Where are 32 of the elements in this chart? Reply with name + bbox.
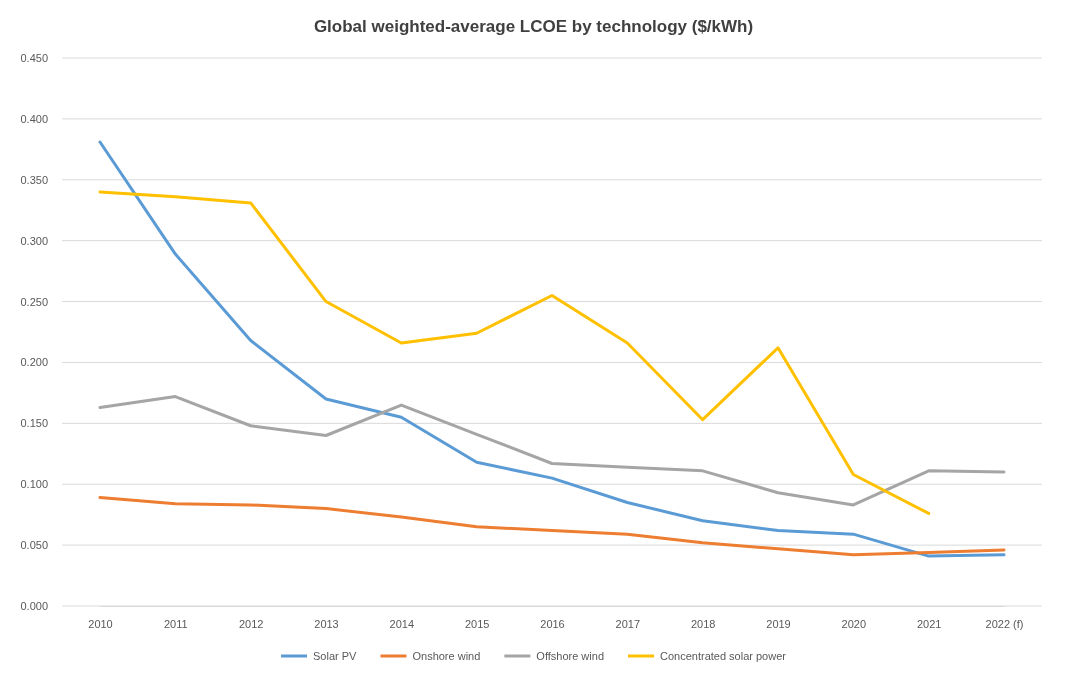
chart-title: Global weighted-average LCOE by technology ($/kWh) [313, 17, 754, 36]
y-tick-label: 0.050 [20, 539, 48, 552]
line-series [98, 395, 1006, 507]
line-series [98, 140, 1006, 558]
x-tick-label: 2020 [841, 617, 867, 630]
x-tick-label: 2022 (f) [985, 617, 1024, 630]
x-tick-label: 2019 [766, 617, 791, 630]
y-tick-label: 0.200 [20, 356, 48, 369]
y-tick-label: 0.450 [20, 52, 48, 65]
x-tick-label: 2017 [615, 617, 641, 630]
x-tick-label: 2018 [690, 617, 716, 630]
y-tick-label: 0.100 [20, 478, 48, 491]
line-series [98, 496, 1006, 557]
x-tick-label: 2016 [540, 617, 565, 630]
legend-label: Onshore wind [412, 650, 481, 662]
x-tick-label: 2021 [916, 617, 942, 630]
legend-label: Offshore wind [536, 650, 604, 662]
x-tick-label: 2014 [389, 617, 415, 630]
y-tick-label: 0.400 [20, 112, 48, 125]
y-tick-label: 0.350 [20, 173, 48, 186]
legend-label: Concentrated solar power [660, 650, 787, 662]
x-tick-label: 2011 [164, 617, 188, 630]
y-tick-label: 0.150 [20, 417, 48, 430]
y-tick-label: 0.250 [20, 295, 48, 308]
legend-label: Solar PV [313, 650, 358, 662]
line-series [98, 190, 931, 515]
x-tick-label: 2015 [464, 617, 490, 630]
x-tick-label: 2012 [238, 617, 264, 630]
x-tick-label: 2013 [314, 617, 339, 630]
y-tick-label: 0.300 [20, 234, 48, 247]
x-tick-label: 2010 [88, 617, 113, 630]
y-tick-label: 0.000 [20, 600, 48, 613]
